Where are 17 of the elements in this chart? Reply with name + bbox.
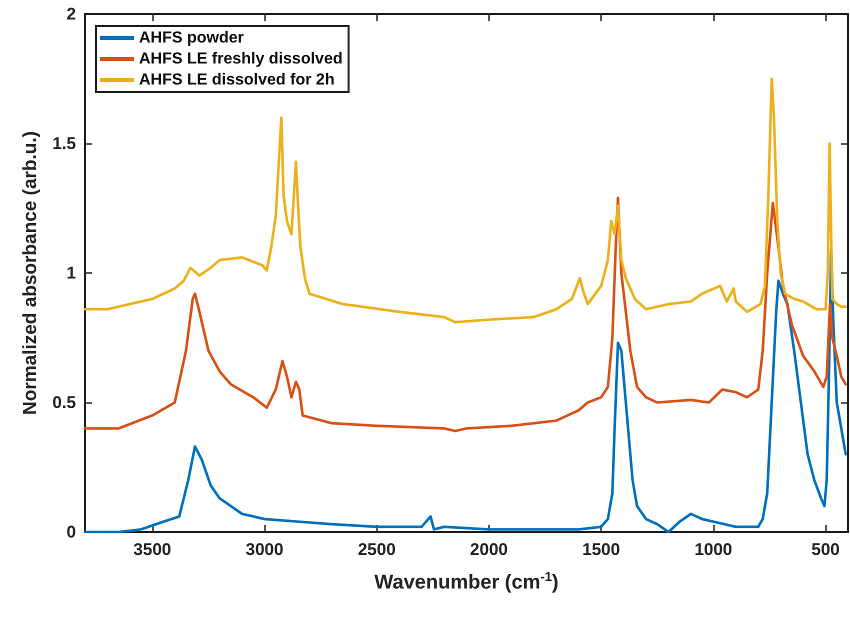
x-tick-label: 2500 bbox=[358, 540, 396, 559]
y-axis-title: Normalized absorbance (arb.u.) bbox=[20, 130, 41, 416]
y-tick-label: 0.5 bbox=[52, 393, 76, 412]
x-tick-label: 500 bbox=[811, 540, 840, 559]
y-tick-label: 1 bbox=[66, 264, 76, 282]
legend-label: AHFS powder bbox=[139, 30, 244, 46]
y-tick-label: 0 bbox=[66, 522, 76, 542]
legend-label: AHFS LE dissolved for 2h bbox=[139, 72, 335, 88]
line-series bbox=[84, 196, 848, 432]
x-tick-label: 3000 bbox=[246, 540, 284, 559]
legend-label: AHFS LE freshly dissolved bbox=[139, 50, 343, 68]
x-tick-label: 2000 bbox=[470, 540, 508, 559]
y-tick-label: 1.5 bbox=[52, 134, 76, 153]
x-tick-label: 1000 bbox=[694, 540, 732, 559]
x-tick-label: 3500 bbox=[133, 540, 172, 559]
x-tick-label: 1500 bbox=[582, 540, 620, 559]
y-tick-label: 2 bbox=[66, 4, 76, 24]
